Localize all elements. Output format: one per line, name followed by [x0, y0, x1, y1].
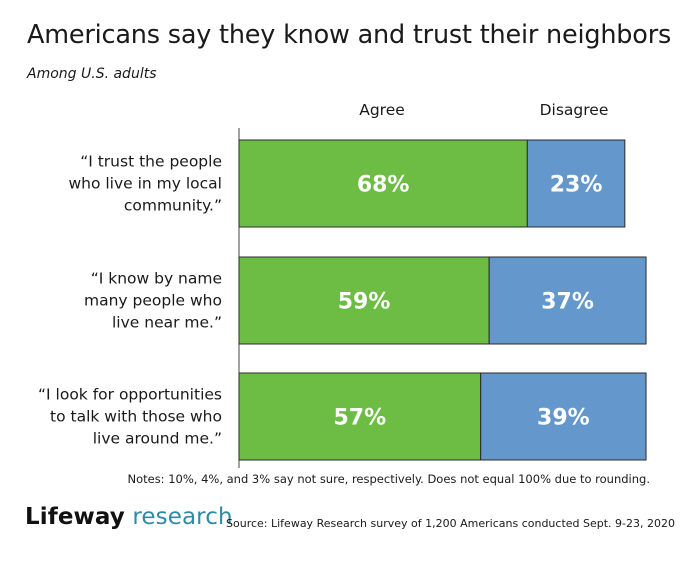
bar-disagree-3 [480, 372, 647, 461]
data-label-disagree-3: 39% [537, 406, 590, 431]
chart-source: Source: Lifeway Research survey of 1,200… [226, 517, 675, 530]
category-label-2: “I know by name many people who live near … [84, 270, 222, 332]
category-label-3: “I look for opportunities to talk with th… [38, 386, 222, 448]
chart-notes: Notes: 10%, 4%, and 3% say not sure, res… [127, 472, 650, 486]
category-label-1: “I trust the people who live in my local c… [68, 153, 222, 215]
chart-subtitle: Among U.S. adults [27, 66, 157, 82]
bar-agree-3 [238, 372, 482, 461]
data-label-disagree-2: 37% [541, 290, 594, 315]
chart-title: Americans say they know and trust their … [27, 20, 672, 50]
data-label-agree-1: 68% [357, 173, 410, 198]
data-label-agree-2: 59% [338, 290, 391, 315]
data-label-agree-3: 57% [334, 406, 387, 431]
bar-disagree-2 [488, 256, 647, 345]
bar-agree-2 [238, 256, 490, 345]
data-label-disagree-1: 23% [550, 173, 603, 198]
legend-disagree-label: Disagree [539, 101, 609, 119]
logo-word-lifeway: Lifeway [25, 504, 125, 530]
stacked-bar-chart: 68% 23% “I trust the people who live in my … [38, 128, 647, 468]
logo-word-research: research [132, 504, 233, 530]
lifeway-research-logo: Lifeway research [25, 504, 233, 530]
legend-agree-label: Agree [359, 101, 405, 119]
bar-disagree-1 [526, 139, 626, 228]
